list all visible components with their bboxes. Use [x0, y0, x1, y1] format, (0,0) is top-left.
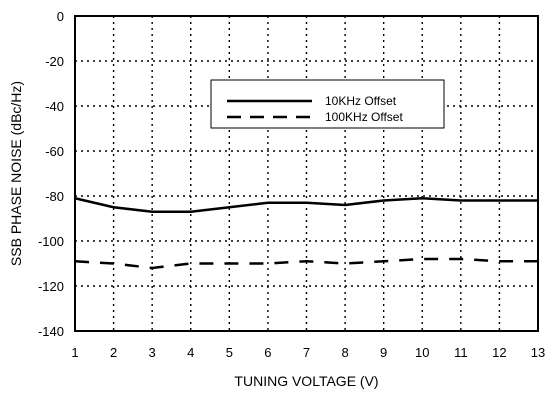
x-tick-label: 5 [226, 345, 233, 360]
y-tick-label: 0 [57, 9, 64, 24]
y-axis-label: SSB PHASE NOISE (dBc/Hz) [8, 81, 24, 266]
x-tick-label: 12 [492, 345, 506, 360]
grid-lines [75, 16, 538, 331]
y-tick-label: -20 [45, 54, 64, 69]
x-tick-label: 4 [187, 345, 194, 360]
y-tick-label: -60 [45, 144, 64, 159]
plot-frame [74, 15, 539, 332]
series-lines [74, 197, 538, 270]
legend: 10KHz Offset 100KHz Offset [210, 79, 445, 129]
x-axis-label: TUNING VOLTAGE (V) [234, 373, 378, 389]
y-tick-label: -80 [45, 189, 64, 204]
series-line-1 [74, 257, 538, 270]
x-tick-label: 3 [149, 345, 156, 360]
x-tick-label: 1 [71, 345, 78, 360]
x-tick-label: 2 [110, 345, 117, 360]
x-tick-label: 11 [454, 345, 468, 360]
y-tick-labels: 0 -20 -40 -60 -80 -100 -120 -140 [38, 9, 64, 339]
legend-label-100khz: 100KHz Offset [325, 110, 403, 124]
x-tick-label: 8 [341, 345, 348, 360]
x-tick-label: 13 [531, 345, 545, 360]
x-tick-label: 6 [264, 345, 271, 360]
y-tick-label: -140 [38, 324, 64, 339]
x-tick-labels: 1 2 3 4 5 6 7 8 9 10 11 12 13 [71, 345, 545, 360]
x-tick-label: 10 [415, 345, 429, 360]
series-line-0 [74, 197, 538, 213]
y-tick-label: -40 [45, 99, 64, 114]
x-tick-label: 9 [380, 345, 387, 360]
y-tick-label: -100 [38, 234, 64, 249]
legend-box [210, 79, 445, 129]
x-tick-label: 7 [303, 345, 310, 360]
y-tick-label: -120 [38, 279, 64, 294]
legend-label-10khz: 10KHz Offset [325, 94, 397, 108]
